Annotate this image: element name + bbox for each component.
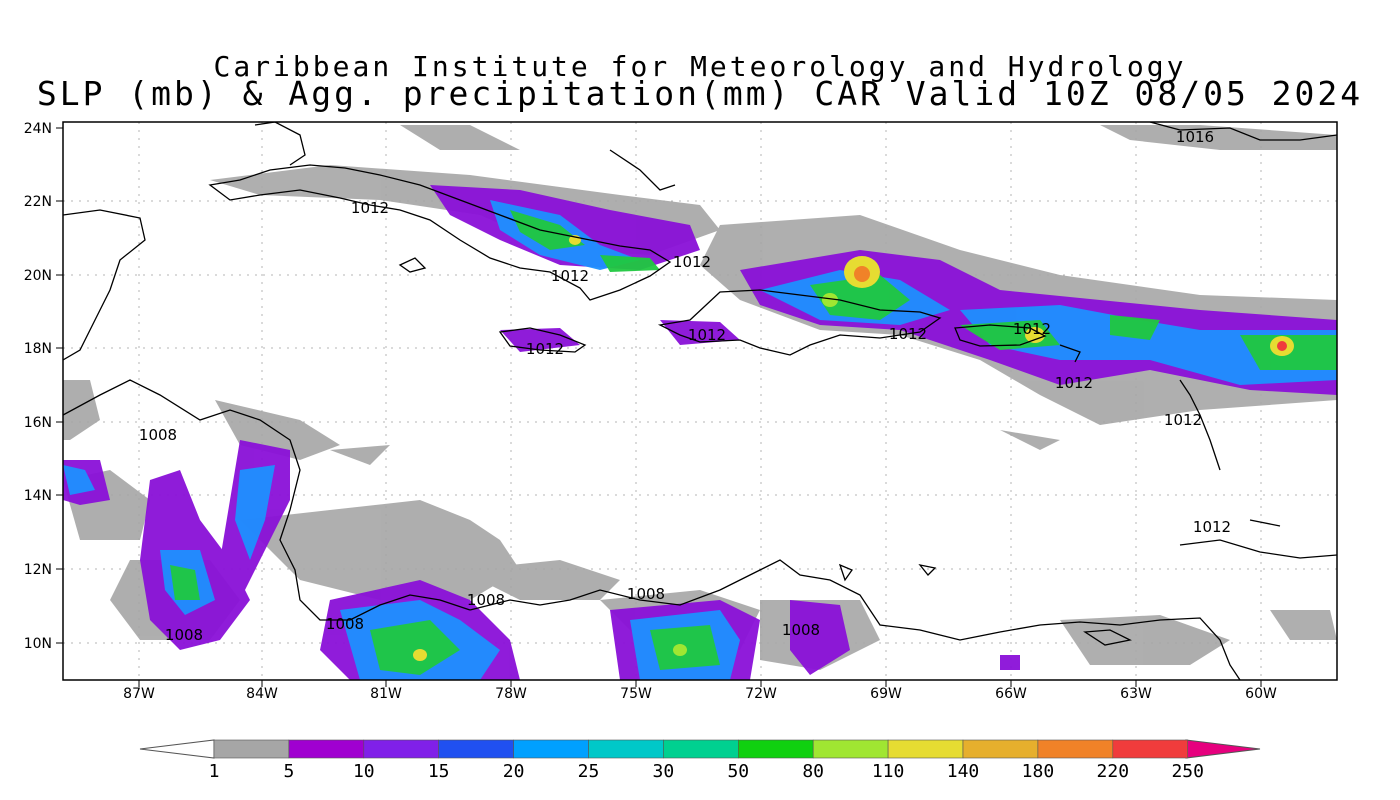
lon-label: 78W bbox=[495, 686, 527, 702]
colorbar-label: 250 bbox=[1171, 761, 1204, 782]
isobar-label: 1012 bbox=[1055, 374, 1093, 392]
isobar-label: 1012 bbox=[673, 253, 711, 271]
lon-label: 75W bbox=[620, 686, 652, 702]
lon-label: 81W bbox=[370, 686, 402, 702]
precip-50-80-areas bbox=[170, 210, 1337, 675]
colorbar-segment bbox=[962, 739, 1039, 759]
lon-label: 69W bbox=[870, 686, 902, 702]
isobar-label: 1016 bbox=[1176, 128, 1214, 146]
colorbar-label: 140 bbox=[947, 761, 980, 782]
lat-label: 10N bbox=[24, 636, 52, 652]
colorbar-label: 5 bbox=[283, 761, 294, 782]
isobar-label: 1008 bbox=[627, 585, 665, 603]
lon-label: 63W bbox=[1120, 686, 1152, 702]
isobar-label: 1008 bbox=[165, 626, 203, 644]
map-frame bbox=[62, 121, 1338, 681]
colorbar-label: 80 bbox=[802, 761, 824, 782]
precip-110-250-areas bbox=[413, 235, 1294, 661]
precip-light-areas bbox=[63, 125, 1337, 670]
isobar-label: 1008 bbox=[326, 615, 364, 633]
isobar-label: 1008 bbox=[139, 426, 177, 444]
isobar-label: 1012 bbox=[688, 326, 726, 344]
colorbar-segment bbox=[513, 739, 589, 759]
isobar-label: 1012 bbox=[526, 340, 564, 358]
colorbar-segment bbox=[1112, 739, 1189, 759]
lat-label: 16N bbox=[24, 415, 52, 431]
colorbar-segment bbox=[663, 739, 739, 759]
lat-label: 22N bbox=[24, 194, 52, 210]
isobar-label: 1012 bbox=[1164, 411, 1202, 429]
lon-label: 84W bbox=[246, 686, 278, 702]
colorbar-segment bbox=[438, 739, 514, 759]
colorbar-segment bbox=[887, 739, 964, 759]
lat-label: 24N bbox=[24, 121, 52, 137]
lat-label: 18N bbox=[24, 341, 52, 357]
colorbar-label: 50 bbox=[727, 761, 749, 782]
colorbar-segment bbox=[1037, 739, 1114, 759]
colorbar-segment bbox=[588, 739, 664, 759]
axis-ticks bbox=[56, 127, 1262, 687]
colorbar-low-arrow bbox=[139, 739, 215, 759]
lon-label: 72W bbox=[745, 686, 777, 702]
colorbar-label: 10 bbox=[353, 761, 375, 782]
map-title-line-1: Caribbean Institute for Meteorology and … bbox=[213, 50, 1187, 83]
colorbar-label: 20 bbox=[503, 761, 525, 782]
colorbar-label: 180 bbox=[1022, 761, 1055, 782]
colorbar-segment bbox=[812, 739, 889, 759]
isobar-label: 1012 bbox=[351, 199, 389, 217]
isobar-label: 1008 bbox=[467, 591, 505, 609]
colorbar: 1 5 10 15 20 25 30 50 80 110 140 180 220 250 bbox=[139, 739, 1261, 782]
lon-label: 87W bbox=[123, 686, 155, 702]
colorbar-label: 15 bbox=[428, 761, 450, 782]
colorbar-label: 110 bbox=[872, 761, 905, 782]
colorbar-high-arrow bbox=[1185, 739, 1261, 759]
lon-label: 66W bbox=[995, 686, 1027, 702]
map-title-line-2: SLP (mb) & Agg. precipitation(mm) CAR Va… bbox=[36, 74, 1364, 113]
colorbar-segment bbox=[363, 739, 439, 759]
colorbar-label: 220 bbox=[1097, 761, 1130, 782]
isobar-label: 1012 bbox=[1013, 320, 1051, 338]
colorbar-segment bbox=[288, 739, 365, 759]
colorbar-label: 30 bbox=[653, 761, 675, 782]
lat-label: 14N bbox=[24, 488, 52, 504]
isobar-label: 1008 bbox=[782, 621, 820, 639]
isobar-label: 1012 bbox=[889, 325, 927, 343]
lat-label: 12N bbox=[24, 562, 52, 578]
isobar-label: 1012 bbox=[1193, 518, 1231, 536]
colorbar-segment bbox=[213, 739, 290, 759]
colorbar-label: 1 bbox=[209, 761, 220, 782]
colorbar-label: 25 bbox=[578, 761, 600, 782]
colorbar-segment bbox=[737, 739, 814, 759]
isobar-label: 1012 bbox=[551, 267, 589, 285]
lon-label: 60W bbox=[1245, 686, 1277, 702]
lat-label: 20N bbox=[24, 268, 52, 284]
coastlines bbox=[63, 122, 1337, 680]
